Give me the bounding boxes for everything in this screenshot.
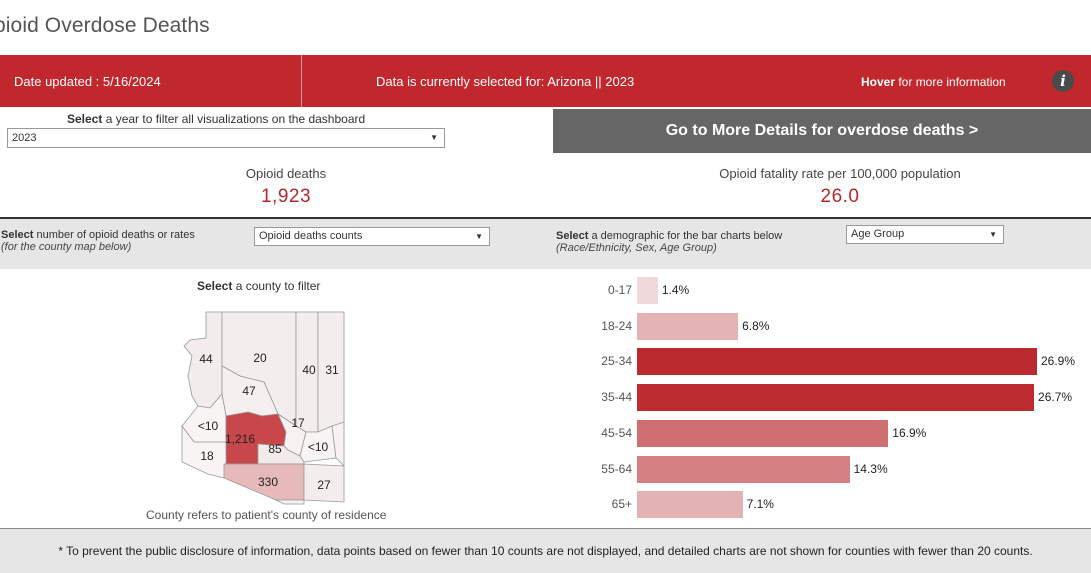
bar[interactable] xyxy=(637,491,743,519)
map-title-rest: a county to filter xyxy=(232,279,321,293)
bar-value-label: 1.4% xyxy=(661,283,690,297)
map-label-maricopa: 1,216 xyxy=(225,432,255,446)
bar-value-label: 16.9% xyxy=(892,425,927,440)
map-label-greenlee: <10 xyxy=(308,440,329,454)
map-title-bold: Select xyxy=(197,279,233,293)
hover-hint: Hover for more information xyxy=(861,75,1006,89)
measure-filter-label-bold: Select xyxy=(1,229,34,241)
year-filter-label-bold: Select xyxy=(67,112,103,126)
bar-value-label: 26.7% xyxy=(1038,390,1073,405)
measure-filter-sublabel: (for the county map below) xyxy=(1,241,132,253)
bar-category-label: 18-24 xyxy=(601,318,632,333)
hover-hint-bold: Hover xyxy=(861,75,896,89)
disclosure-footnote: * To prevent the public disclosure of in… xyxy=(0,528,1091,573)
bar[interactable] xyxy=(637,277,658,304)
bar-category-label: 0-17 xyxy=(607,283,632,297)
map-label-apache: 31 xyxy=(325,363,339,377)
banner-divider xyxy=(301,55,302,107)
map-label-gila: 17 xyxy=(291,416,305,430)
bar-category-label: 65+ xyxy=(611,497,632,512)
date-updated: Date updated : 5/16/2024 xyxy=(14,74,161,89)
year-filter-label: Select a year to filter all visualizatio… xyxy=(67,112,365,126)
page-title: pioid Overdose Deaths xyxy=(0,14,210,37)
fatality-rate-label: Opioid fatality rate per 100,000 populat… xyxy=(719,166,961,181)
fatality-rate-value: 26.0 xyxy=(820,186,860,207)
measure-filter-label: Select number of opioid deaths or rates … xyxy=(1,229,195,253)
year-dropdown-value: 2023 xyxy=(12,132,37,144)
map-label-coconino: 20 xyxy=(253,351,267,365)
bar[interactable] xyxy=(637,384,1035,412)
bar-category-label: 55-64 xyxy=(601,461,632,476)
bar-value-label: 6.8% xyxy=(742,318,770,333)
map-label-yavapai: 47 xyxy=(242,384,256,398)
bar[interactable] xyxy=(637,348,1037,376)
map-label-mohave: 44 xyxy=(199,352,213,366)
bar[interactable] xyxy=(637,312,739,340)
map-title: Select a county to filter xyxy=(197,279,320,293)
hover-hint-rest: for more information xyxy=(895,75,1006,89)
map-footnote: County refers to patient's county of res… xyxy=(146,508,387,522)
bar[interactable] xyxy=(637,419,889,447)
demographic-dropdown-value: Age Group xyxy=(851,228,905,240)
county-map: 44 20 40 31 47 <10 1,216 17 <10 18 85 33… xyxy=(181,311,345,505)
demographic-filter-label: Select a demographic for the bar charts … xyxy=(556,230,782,254)
map-label-pima: 330 xyxy=(258,475,278,489)
bar-value-label: 14.3% xyxy=(853,461,888,476)
demographic-filter-label-bold: Select xyxy=(556,230,589,242)
more-details-button[interactable]: Go to More Details for overdose deaths > xyxy=(553,109,1091,153)
opioid-deaths-label: Opioid deaths xyxy=(245,166,327,181)
measure-filter-label-rest: number of opioid deaths or rates xyxy=(33,229,195,241)
bar-category-label: 35-44 xyxy=(601,390,632,405)
bar-category-label: 45-54 xyxy=(601,425,632,440)
measure-dropdown-value: Opioid deaths counts xyxy=(259,230,363,242)
bar[interactable] xyxy=(637,455,850,483)
bar-category-label: 25-34 xyxy=(601,354,632,369)
year-filter-label-rest: a year to filter all visualizations on t… xyxy=(102,112,366,126)
map-label-la-paz: <10 xyxy=(198,419,219,433)
map-label-cochise: 27 xyxy=(317,478,331,492)
demographic-filter-sublabel: (Race/Ethnicity, Sex, Age Group) xyxy=(556,242,717,254)
demographic-filter-label-rest: a demographic for the bar charts below xyxy=(588,230,783,242)
bar-value-label: 7.1% xyxy=(746,497,774,512)
bar-value-label: 26.9% xyxy=(1041,354,1076,369)
demographic-dropdown[interactable]: Age Group ▼ xyxy=(846,225,1004,244)
status-banner: Date updated : 5/16/2024 Data is current… xyxy=(0,55,1091,107)
year-dropdown[interactable]: 2023 ▼ xyxy=(7,128,445,148)
opioid-deaths-value: 1,923 xyxy=(260,186,312,207)
map-label-navajo: 40 xyxy=(302,363,316,377)
filter-bar: Select number of opioid deaths or rates … xyxy=(0,217,1091,269)
santa-cruz-county[interactable] xyxy=(275,499,305,505)
map-label-pinal: 85 xyxy=(268,442,282,456)
selection-summary: Data is currently selected for: Arizona … xyxy=(376,74,635,89)
measure-dropdown[interactable]: Opioid deaths counts ▼ xyxy=(254,227,490,246)
map-label-yuma: 18 xyxy=(200,449,214,463)
chevron-down-icon: ▼ xyxy=(475,232,483,241)
chevron-down-icon: ▼ xyxy=(430,133,438,142)
info-icon[interactable]: i xyxy=(1052,70,1074,92)
cochise-county[interactable] xyxy=(303,463,345,503)
chevron-down-icon: ▼ xyxy=(989,230,997,239)
